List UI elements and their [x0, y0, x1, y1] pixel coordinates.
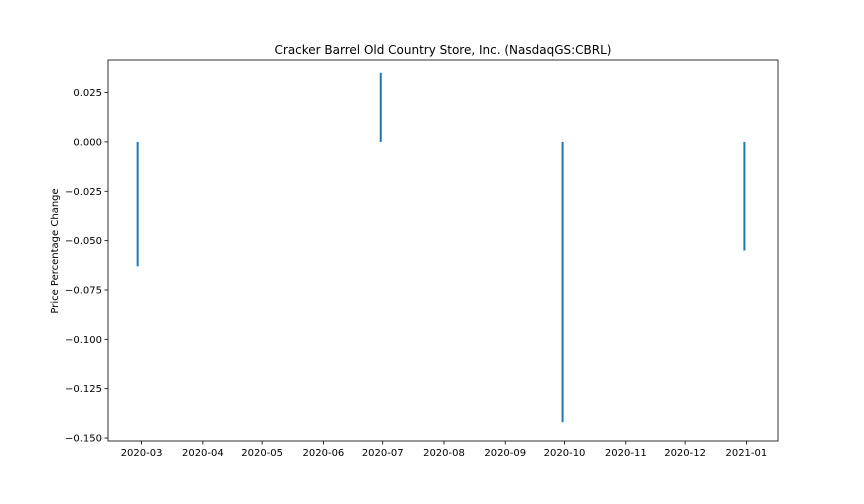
x-tick-label-3: 2020-06: [303, 448, 345, 459]
y-tick-label-6: −0.125: [65, 384, 102, 395]
bars-group: [136, 72, 746, 423]
bar-1: [379, 72, 382, 142]
y-tick-label-2: −0.025: [65, 187, 102, 198]
y-axis-label: Price Percentage Change: [50, 188, 61, 313]
bar-0: [136, 141, 139, 267]
bar-3: [743, 141, 746, 251]
x-tick-label-0: 2020-03: [121, 448, 163, 459]
x-tick-label-2: 2020-05: [241, 448, 283, 459]
y-tick-label-0: 0.025: [73, 88, 102, 99]
bar-2: [561, 141, 564, 423]
y-tick-label-3: −0.050: [65, 236, 102, 247]
x-tick-label-6: 2020-09: [484, 448, 526, 459]
y-axis: 0.025 0.000 −0.025 −0.050 −0.075 −0.100 −0.125…: [65, 88, 108, 445]
x-axis: 2020-03 2020-04 2020-05 2020-06 2020-07 2020-…: [121, 441, 767, 459]
x-tick-label-10: 2021-01: [725, 448, 767, 459]
y-tick-label-4: −0.075: [65, 285, 102, 296]
x-tick-label-5: 2020-08: [423, 448, 465, 459]
plot-frame: [107, 59, 779, 442]
x-tick-label-9: 2020-12: [664, 448, 706, 459]
x-tick-label-4: 2020-07: [362, 448, 404, 459]
y-tick-label-7: −0.150: [65, 434, 102, 445]
y-tick-label-5: −0.100: [65, 335, 102, 346]
x-tick-label-8: 2020-11: [605, 448, 647, 459]
chart-title: Cracker Barrel Old Country Store, Inc. (…: [275, 43, 612, 57]
x-tick-label-7: 2020-10: [544, 448, 586, 459]
y-tick-label-1: 0.000: [73, 137, 102, 148]
x-tick-label-1: 2020-04: [182, 448, 224, 459]
